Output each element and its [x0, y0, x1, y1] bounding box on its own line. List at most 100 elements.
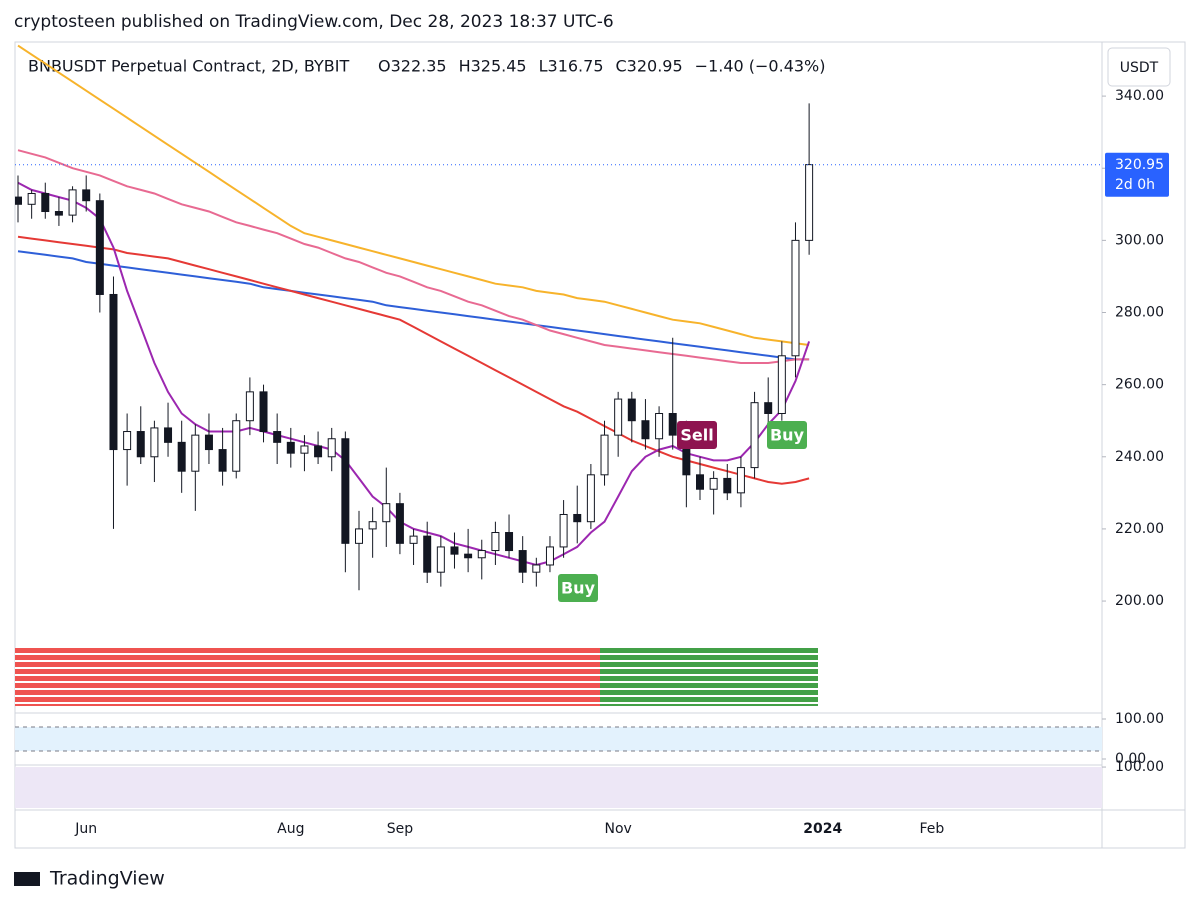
- last-price-tag: [1105, 152, 1169, 197]
- x-tick-label: Feb: [919, 821, 944, 837]
- y-tick-label: 240.00: [1115, 449, 1164, 465]
- candle-body: [191, 434, 200, 472]
- candle-body: [41, 192, 50, 213]
- candle-body: [491, 532, 500, 552]
- candle-body: [464, 553, 473, 559]
- candle-body: [327, 438, 336, 458]
- ma-line: [17, 250, 810, 361]
- candle-body: [668, 412, 677, 436]
- candle-body: [477, 550, 486, 559]
- candle-body: [655, 412, 664, 440]
- plot-area: [15, 44, 814, 591]
- candle-body: [177, 441, 186, 472]
- x-tick-label: Nov: [604, 821, 631, 837]
- pane-tick-label: 0.00: [1115, 751, 1146, 767]
- candle-body: [409, 535, 418, 544]
- ma-line: [17, 235, 810, 485]
- candle-body: [791, 239, 800, 357]
- signal-text: Sell: [680, 426, 713, 445]
- candle-body: [395, 503, 404, 544]
- candle-body: [614, 398, 623, 436]
- candle-body: [54, 211, 63, 216]
- ohlc-value: O322.35: [378, 57, 447, 76]
- signal-badge: [558, 574, 598, 602]
- candle-body: [559, 513, 568, 548]
- published-line: cryptosteen published on TradingView.com…: [14, 12, 614, 32]
- indicator-heatmap: [15, 648, 818, 706]
- heat-red: [15, 648, 615, 706]
- chart-frame: [14, 41, 1186, 849]
- candle-body: [600, 434, 609, 476]
- ma-line: [17, 181, 811, 567]
- countdown: 2d 0h: [1115, 177, 1155, 193]
- pane-band: [15, 767, 1102, 808]
- pane-tick-label: 100.00: [1115, 759, 1164, 775]
- candle-body: [300, 445, 309, 454]
- signal-badge: [677, 421, 717, 449]
- candle-body: [245, 391, 254, 422]
- candle-body: [164, 427, 173, 443]
- currency-button[interactable]: [1107, 47, 1171, 87]
- candle-body: [259, 391, 268, 433]
- candle-body: [109, 293, 118, 451]
- candle-body: [368, 521, 377, 530]
- candle-body: [27, 192, 36, 205]
- candle-body: [777, 355, 786, 414]
- pane-band: [15, 727, 1102, 751]
- symbol-title: BNBUSDT Perpetual Contract, 2D, BYBIT: [28, 57, 349, 76]
- candle-body: [505, 532, 514, 552]
- ohlc-value: L316.75: [539, 57, 604, 76]
- brand: TradingView: [49, 868, 165, 890]
- candle-body: [532, 564, 541, 573]
- candle-body: [314, 445, 323, 458]
- pane-tick-label: 100.00: [1115, 711, 1164, 727]
- y-tick-label: 300.00: [1115, 232, 1164, 248]
- candle-body: [136, 431, 145, 458]
- x-tick-label: Aug: [277, 821, 304, 837]
- candle-body: [641, 420, 650, 440]
- candle-body: [573, 513, 582, 523]
- candle-body: [341, 438, 350, 544]
- x-tick-label: Sep: [387, 821, 414, 837]
- candle-body: [82, 189, 91, 202]
- signal-badge: [767, 421, 807, 449]
- candle-body: [750, 402, 759, 469]
- y-tick-label: 220.00: [1115, 521, 1164, 537]
- y-tick-label: 200.00: [1115, 593, 1164, 609]
- candle-body: [382, 503, 391, 523]
- y-tick-label: 340.00: [1115, 88, 1164, 104]
- ohlc-value: C320.95: [616, 57, 683, 76]
- candle-body: [286, 441, 295, 454]
- candle-body: [15, 196, 22, 205]
- candle-body: [204, 434, 213, 451]
- candle-body: [95, 200, 104, 295]
- candle-body: [423, 535, 432, 573]
- candle-body: [218, 449, 227, 472]
- candle-body: [805, 164, 814, 241]
- signal-text: Buy: [770, 426, 805, 445]
- candle-body: [764, 402, 773, 414]
- ma-line: [17, 149, 810, 364]
- y-tick-label: 280.00: [1115, 305, 1164, 321]
- logo-mark: [14, 872, 40, 886]
- candle-body: [709, 477, 718, 490]
- candle-body: [586, 474, 595, 523]
- candle-body: [736, 467, 745, 494]
- candle-body: [123, 431, 132, 451]
- candle-body: [518, 550, 527, 573]
- candle-body: [723, 477, 732, 494]
- x-tick-label: 2024: [803, 821, 842, 837]
- candle-body: [696, 474, 704, 490]
- candle-body: [68, 189, 77, 216]
- candle-body: [436, 546, 445, 573]
- ma-line: [17, 44, 810, 346]
- heat-green: [600, 648, 818, 706]
- currency: USDT: [1120, 60, 1159, 76]
- candle-body: [150, 427, 159, 458]
- candle-body: [627, 398, 636, 422]
- y-tick-label: 260.00: [1115, 377, 1164, 393]
- x-tick-label: Jun: [74, 821, 97, 837]
- ohlc-value: −1.40 (−0.43%): [695, 57, 826, 76]
- heat-row-gaps: [15, 653, 818, 704]
